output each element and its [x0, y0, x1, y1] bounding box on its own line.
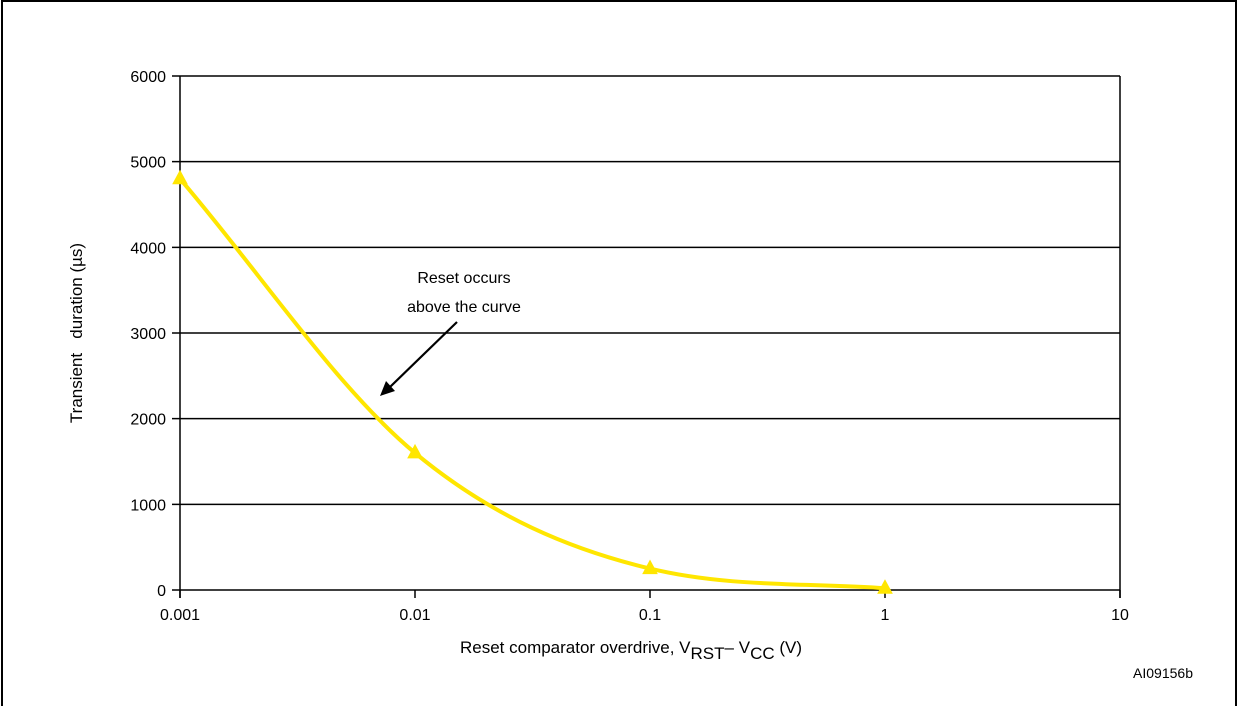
y-tick-labels: 0 1000 2000 3000 4000 5000 6000 — [130, 69, 166, 600]
data-series — [172, 169, 893, 594]
x-tick-label: 0.1 — [639, 607, 661, 624]
annotation-arrow — [380, 321, 458, 396]
figure-id: AI09156b — [1133, 665, 1193, 681]
y-tick-label: 2000 — [130, 412, 166, 429]
data-point-marker — [877, 579, 893, 594]
x-axis-title-mid: – V — [725, 638, 751, 657]
x-axis-title-prefix: Reset comparator overdrive, V — [460, 638, 691, 657]
x-tick-label: 1 — [881, 607, 890, 624]
annotation-line1: Reset occurs — [417, 270, 510, 287]
y-tick-label: 5000 — [130, 155, 166, 172]
y-tick-label: 1000 — [130, 497, 166, 514]
x-axis-title-sub2: CC — [750, 644, 775, 663]
x-tick-label: 0.01 — [399, 607, 430, 624]
y-tick-label: 6000 — [130, 69, 166, 86]
data-point-marker — [172, 169, 188, 185]
x-axis-title-suffix: (V) — [775, 638, 802, 657]
data-point-marker — [642, 559, 658, 575]
x-axis-title-sub1: RST — [691, 644, 725, 663]
axes — [179, 76, 1121, 598]
y-axis-title: Transient duration (µs) — [67, 243, 86, 423]
grid-lines — [172, 75, 1120, 591]
data-point-marker — [407, 443, 423, 459]
y-tick-label: 0 — [157, 583, 166, 600]
series-line — [178, 176, 887, 591]
x-tick-labels: 0.001 0.01 0.1 1 10 — [160, 607, 1129, 624]
y-tick-label: 4000 — [130, 240, 166, 257]
x-tick-label: 10 — [1111, 607, 1129, 624]
x-tick-label: 0.001 — [160, 607, 200, 624]
annotation-line2: above the curve — [407, 299, 521, 316]
x-axis-title: Reset comparator overdrive, VRST– VCC (V… — [460, 638, 802, 663]
y-tick-label: 3000 — [130, 326, 166, 343]
